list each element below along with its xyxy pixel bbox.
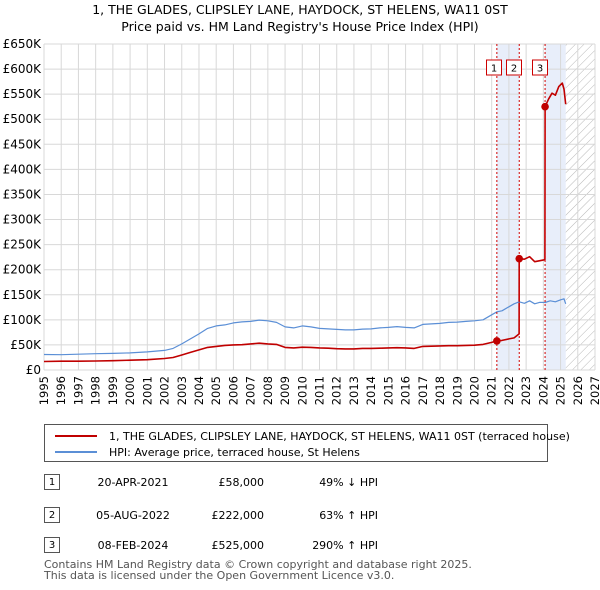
x-tick-label: 2010 xyxy=(295,376,309,405)
x-tick-label: 1999 xyxy=(106,376,120,405)
x-tick-label: 2021 xyxy=(485,376,499,405)
footer-line-2: This data is licensed under the Open Gov… xyxy=(44,569,395,582)
x-tick-label: 2023 xyxy=(519,376,533,405)
x-tick-label: 2017 xyxy=(416,376,430,405)
sale-marker-box xyxy=(532,59,548,76)
sale-date: 08-FEB-2024 xyxy=(97,539,169,552)
x-tick-label: 2020 xyxy=(467,376,481,405)
legend-label-property: 1, THE GLADES, CLIPSLEY LANE, HAYDOCK, S… xyxy=(109,429,570,443)
x-tick-label: 2007 xyxy=(244,376,258,405)
x-tick-label: 1995 xyxy=(37,376,51,405)
price-chart: 1, THE GLADES, CLIPSLEY LANE, HAYDOCK, S… xyxy=(3,2,600,405)
x-tick-label: 2012 xyxy=(330,376,344,405)
sale-marker-label: 2 xyxy=(511,64,517,75)
sale-marker-box xyxy=(506,59,522,76)
sale-marker-box xyxy=(486,59,502,76)
x-tick-label: 1998 xyxy=(89,376,103,405)
sale-row: 2 05-AUG-2022 £222,000 63% ↑ HPI xyxy=(44,506,464,526)
sale-marker-label: 1 xyxy=(491,64,497,75)
sale-marker-label: 3 xyxy=(537,64,543,75)
x-tick-label: 2005 xyxy=(209,376,223,405)
sale-row: 3 08-FEB-2024 £525,000 290% ↑ HPI xyxy=(44,536,464,556)
sale-price: £58,000 xyxy=(218,476,265,489)
x-tick-label: 2016 xyxy=(399,376,413,405)
ownership-shade xyxy=(496,44,520,370)
legend-label-hpi: HPI: Average price, terraced house, St H… xyxy=(109,445,360,459)
x-tick-label: 1996 xyxy=(54,376,68,405)
x-tick-label: 2003 xyxy=(175,376,189,405)
chart-subtitle: Price paid vs. HM Land Registry's House … xyxy=(121,19,478,34)
sale-hpi-change: 63% ↑ HPI xyxy=(319,509,378,522)
x-tick-label: 2014 xyxy=(364,376,378,405)
sale-hpi-change: 290% ↑ HPI xyxy=(312,539,378,552)
y-tick-label: £50K xyxy=(10,338,42,352)
sale-row: 1 20-APR-2021 £58,000 49% ↓ HPI xyxy=(44,473,464,493)
x-tick-label: 2002 xyxy=(158,376,172,405)
sale-date: 05-AUG-2022 xyxy=(96,509,170,522)
x-tick-label: 2009 xyxy=(278,376,292,405)
y-tick-label: £300K xyxy=(3,213,43,227)
sale-marker-badge: 2 xyxy=(44,507,60,523)
x-tick-label: 2006 xyxy=(226,376,240,405)
y-tick-label: £500K xyxy=(3,112,43,126)
x-tick-label: 2015 xyxy=(381,376,395,405)
sale-point xyxy=(515,254,524,263)
sale-point xyxy=(493,337,501,345)
sale-date: 20-APR-2021 xyxy=(97,476,169,489)
x-tick-label: 2004 xyxy=(192,376,206,405)
x-tick-label: 2001 xyxy=(140,376,154,405)
forecast-hatch xyxy=(565,44,595,370)
y-tick-label: £450K xyxy=(3,137,43,151)
footer-line-1: Contains HM Land Registry data © Crown c… xyxy=(44,558,472,571)
x-tick-label: 2024 xyxy=(536,376,550,405)
y-tick-label: £650K xyxy=(3,37,43,51)
y-tick-label: £600K xyxy=(3,62,43,76)
legend-item-hpi: HPI: Average price, terraced house, St H… xyxy=(55,444,360,460)
y-tick-label: £250K xyxy=(3,238,43,252)
legend-swatch-hpi xyxy=(55,451,97,453)
y-tick-label: £350K xyxy=(3,187,43,201)
y-tick-label: £100K xyxy=(3,313,43,327)
x-tick-label: 2022 xyxy=(502,376,516,405)
x-tick-label: 2011 xyxy=(313,376,327,405)
x-tick-label: 2008 xyxy=(261,376,275,405)
property-price-line xyxy=(43,82,567,363)
x-tick-label: 2019 xyxy=(450,376,464,405)
legend: 1, THE GLADES, CLIPSLEY LANE, HAYDOCK, S… xyxy=(44,424,570,462)
x-tick-label: 2025 xyxy=(554,376,568,405)
legend-item-property: 1, THE GLADES, CLIPSLEY LANE, HAYDOCK, S… xyxy=(55,428,570,444)
x-tick-label: 2026 xyxy=(571,376,585,405)
ownership-shade xyxy=(545,44,566,370)
footer-attribution: Contains HM Land Registry data © Crown c… xyxy=(44,559,472,581)
sale-marker-badge: 1 xyxy=(44,474,60,490)
sale-point xyxy=(541,102,549,111)
y-tick-label: £550K xyxy=(3,87,43,101)
x-tick-label: 2013 xyxy=(347,376,361,405)
legend-swatch-property xyxy=(55,435,97,437)
y-tick-label: £150K xyxy=(3,288,43,302)
y-tick-label: £400K xyxy=(3,162,43,176)
x-tick-label: 2018 xyxy=(433,376,447,405)
y-tick-label: £0 xyxy=(26,363,41,377)
chart-title: 1, THE GLADES, CLIPSLEY LANE, HAYDOCK, S… xyxy=(92,2,508,17)
x-tick-label: 1997 xyxy=(71,376,85,405)
x-tick-label: 2027 xyxy=(588,376,600,405)
sale-price: £222,000 xyxy=(211,509,265,522)
sale-price: £525,000 xyxy=(211,539,265,552)
sale-hpi-change: 49% ↓ HPI xyxy=(319,476,378,489)
sale-marker-badge: 3 xyxy=(44,537,60,553)
y-tick-label: £200K xyxy=(3,263,43,277)
x-tick-label: 2000 xyxy=(123,376,137,405)
